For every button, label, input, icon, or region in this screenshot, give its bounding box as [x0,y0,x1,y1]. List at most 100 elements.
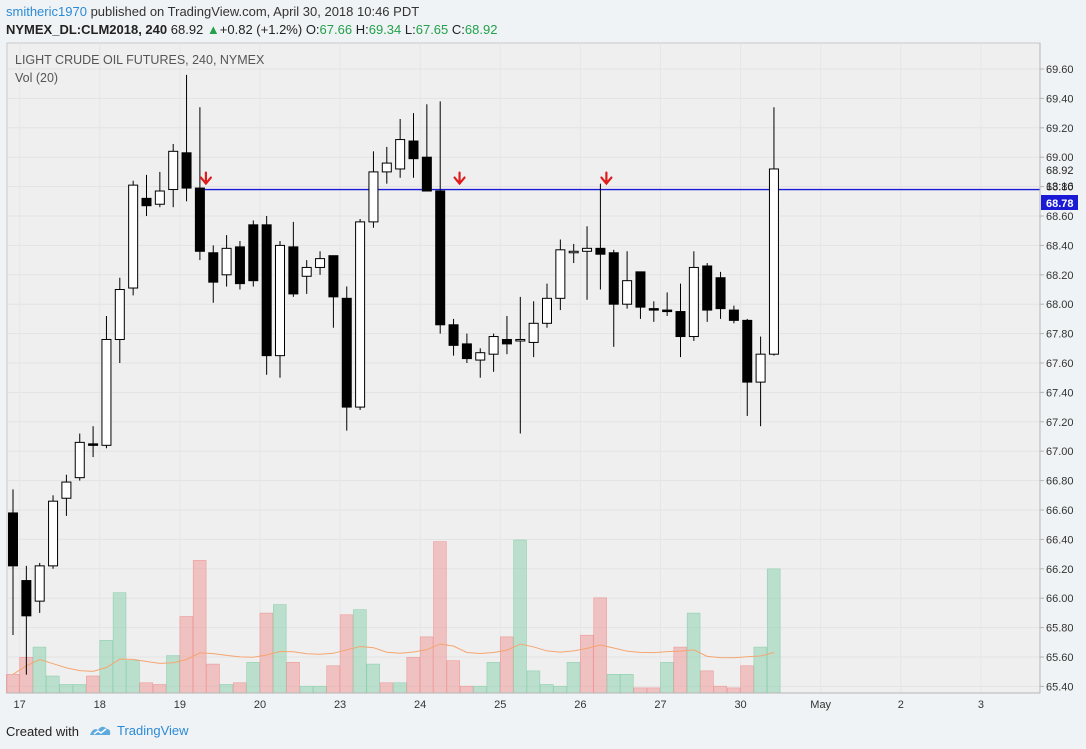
volume-bar [6,673,20,694]
high-label: H: [355,22,369,37]
price-chart[interactable]: LIGHT CRUDE OIL FUTURES, 240, NYMEX Vol … [0,40,1086,716]
x-tick-label: 3 [978,699,984,711]
candlesticks [8,74,779,675]
volume-bar [419,636,434,694]
candle [715,271,726,319]
candle-body [275,244,285,357]
candle [582,226,593,300]
candle [234,240,245,290]
time-axis[interactable]: 17 18 19 20 23 24 25 26 27 30 May 2 3 [7,692,1040,711]
up-arrow-icon: ▲ [206,22,220,37]
candle [248,220,259,287]
volume-bar [753,646,768,694]
candle [675,283,686,358]
candle-body [728,309,739,321]
publish-text: published on TradingView.com, April 30, … [90,4,420,19]
y-tick-label: 66.20 [1046,564,1074,576]
candle [542,283,552,328]
y-tick-label: 67.00 [1046,446,1074,458]
candle-body [488,336,499,355]
candle [435,101,446,334]
y-tick-label: 68.40 [1046,240,1074,252]
volume-bar [660,662,674,694]
y-tick-label: 68.60 [1046,211,1074,223]
candle-body [448,324,459,346]
volume-bar [406,656,420,694]
low-value: 67.65 [415,22,449,37]
candle-body [515,338,526,342]
candle-body [21,580,32,617]
candle-body [395,139,406,170]
author-link[interactable]: smitheric1970 [6,4,87,19]
volume-bar [446,660,461,694]
y-tick-label: 67.40 [1046,387,1074,399]
candle-body [662,309,673,313]
x-tick-label: 20 [254,699,266,711]
candle-body [234,246,245,285]
candle [168,143,179,208]
last-price-tag: 68.92 [1046,165,1074,177]
volume-bar [673,646,687,694]
candle-body [635,271,646,308]
candle [88,426,99,458]
candle-body [768,168,779,355]
volume-bar [179,616,194,694]
tradingview-logo-icon [90,726,111,735]
candle-body [568,250,579,254]
volume-bar [726,687,741,694]
volume-bar [553,685,567,694]
volume-bar [273,604,287,694]
tradingview-link[interactable]: TradingView [88,723,189,738]
tradingview-brand: TradingView [117,723,189,738]
y-tick-label: 68.00 [1046,299,1074,311]
candle [728,305,739,324]
x-tick-label: 23 [334,699,346,711]
x-tick-label: 26 [574,699,586,711]
candle-body [301,266,312,277]
volume-bar [59,684,73,694]
candle-body [542,297,552,324]
symbol-info: NYMEX_DL:CLM2018, 240 68.92 ▲+0.82 (+1.2… [6,22,497,37]
candle [101,315,112,449]
candle [21,565,32,675]
y-tick-label: 67.60 [1046,358,1074,370]
chart-title: LIGHT CRUDE OIL FUTURES, 240, NYMEX [15,53,265,67]
volume-bar [620,673,634,694]
y-tick-label: 69.60 [1046,64,1074,76]
volume-bar [313,685,327,694]
volume-bar [46,675,60,694]
volume-bar [486,662,501,694]
candle [221,235,232,287]
candle-body [675,311,686,338]
volume-bar [700,670,714,694]
volume-moving-average [12,643,775,675]
candle-body [128,184,139,289]
candle-body [328,255,339,298]
volume-bar [499,636,514,694]
symbol-name[interactable]: NYMEX_DL:CLM2018, 240 [6,22,168,37]
volume-bar [526,670,541,694]
y-tick-label: 66.40 [1046,534,1074,546]
volume-bar [166,655,180,694]
price-change: +0.82 (+1.2%) [219,22,303,37]
candle-body [408,140,419,160]
candle [688,251,699,341]
countdown-tag: 13:16 [1046,181,1074,193]
down-arrow-icon [600,171,613,186]
volume-bar [86,675,100,694]
volume-bars [6,539,781,694]
volume-bar [192,560,207,694]
candle [74,433,85,481]
candle-body [435,190,446,326]
high-value: 69.34 [368,22,402,37]
candle [742,318,753,416]
price-axis[interactable]: 69.60 69.40 69.20 69.00 68.80 68.60 68.40 68.20… [1040,64,1074,693]
candle [515,296,526,434]
volume-bar [713,685,728,694]
candle-body [702,265,713,311]
volume-bar [246,662,260,694]
x-tick-label: 19 [174,699,186,711]
y-tick-label: 67.20 [1046,417,1074,429]
y-tick-label: 65.40 [1046,681,1074,693]
candle-body [48,500,59,567]
